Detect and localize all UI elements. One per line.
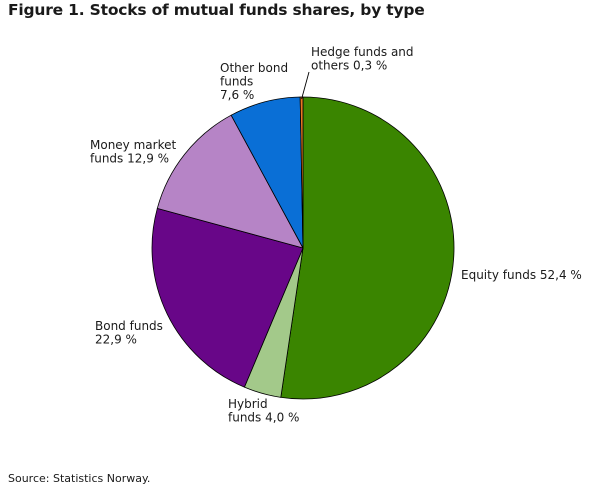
slice-labels: Equity funds 52,4 % Hybrid funds 4,0 % Bond…	[90, 45, 582, 425]
slice-money-market	[156, 114, 304, 249]
slice-label-equity-funds-52-4: Equity funds 52,4 %	[461, 268, 582, 282]
slice-hedge-funds-and	[299, 96, 304, 249]
chart-title: Figure 1. Stocks of mutual funds shares,…	[8, 1, 425, 19]
slice-bond-funds	[151, 208, 304, 388]
slice-label-bond-funds: Bond funds 22,9 %	[95, 319, 163, 347]
pie-slices	[151, 96, 455, 400]
slice-label-hedge-funds-and: Hedge funds and others 0,3 %	[311, 45, 414, 73]
source-note: Source: Statistics Norway.	[8, 472, 151, 485]
slice-label-money-market: Money market funds 12,9 %	[90, 138, 176, 166]
leader-line-hedge-funds-and	[301, 71, 310, 100]
slice-label-hybrid: Hybrid funds 4,0 %	[228, 397, 299, 425]
label-leader-lines	[301, 71, 310, 100]
slice-equity-funds-52-4	[280, 96, 455, 400]
slice-label-other-bond: Other bond funds 7,6 %	[220, 61, 288, 102]
